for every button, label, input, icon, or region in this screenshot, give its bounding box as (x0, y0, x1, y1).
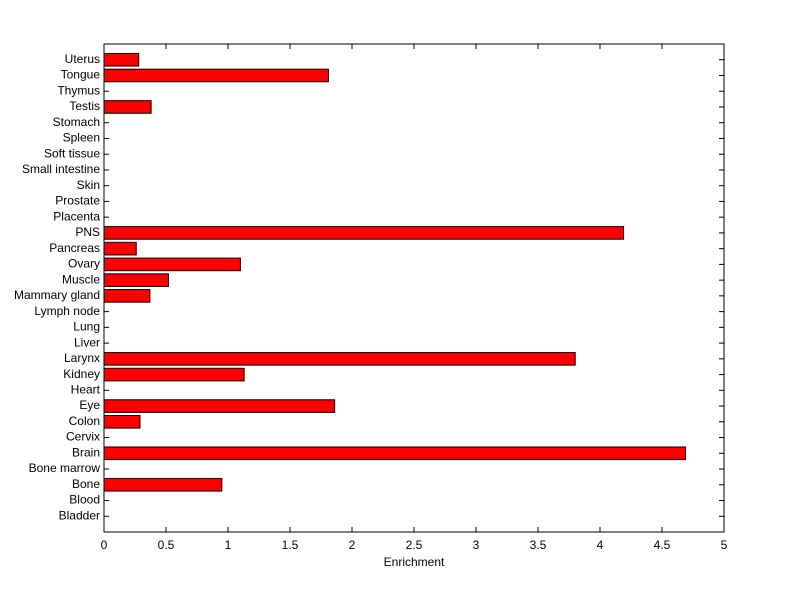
x-tick-label: 3.5 (530, 538, 547, 552)
y-tick-label: Kidney (63, 367, 100, 381)
x-tick-label: 4.5 (654, 538, 671, 552)
bar (103, 367, 245, 382)
y-tick-label: Small intestine (22, 162, 100, 176)
x-tick-label: 2.5 (406, 538, 423, 552)
bar (103, 52, 140, 67)
y-tick-label: Skin (77, 178, 100, 192)
y-tick-label: Soft tissue (44, 146, 100, 160)
y-tick-label: Cervix (66, 430, 100, 444)
y-tick-label: Spleen (63, 131, 100, 145)
x-tick-label: 4 (597, 538, 604, 552)
y-tick-label: Liver (74, 335, 100, 349)
bar (103, 273, 169, 287)
y-tick-label: Stomach (53, 115, 100, 129)
bar (103, 289, 151, 303)
bar (103, 257, 241, 272)
y-tick-label: Blood (69, 493, 100, 507)
y-tick-label: Testis (69, 99, 100, 113)
bar (103, 100, 152, 114)
y-tick-label: Heart (71, 382, 101, 396)
y-tick-label: Larynx (64, 351, 100, 365)
y-tick-label: Pancreas (49, 241, 100, 255)
bar (103, 415, 141, 429)
x-axis-label: Enrichment (384, 555, 445, 569)
x-tick-label: 2 (349, 538, 356, 552)
y-tick-label: Lymph node (34, 304, 100, 318)
y-tick-label: Lung (73, 320, 100, 334)
x-tick-label: 1.5 (282, 538, 299, 552)
x-tick-label: 1 (225, 538, 232, 552)
y-tick-label: Mammary gland (14, 288, 100, 302)
y-tick-label: Prostate (55, 194, 100, 208)
y-tick-label: Bone (72, 477, 100, 491)
x-tick-label: 0 (101, 538, 108, 552)
y-tick-label: Bone marrow (29, 461, 101, 475)
y-tick-label: Uterus (65, 52, 100, 66)
bar (103, 68, 329, 83)
y-tick-label: Muscle (62, 272, 100, 286)
y-tick-label: Placenta (53, 209, 100, 223)
x-tick-label: 3 (473, 538, 480, 552)
bar (103, 241, 137, 256)
y-tick-label: Tongue (61, 68, 101, 82)
x-tick-label: 5 (721, 538, 728, 552)
bar (103, 446, 687, 461)
y-tick-label: Eye (79, 398, 100, 412)
y-tick-label: Ovary (68, 257, 100, 271)
bar (103, 226, 625, 240)
y-tick-label: Brain (72, 445, 100, 459)
x-tick-label: 0.5 (158, 538, 175, 552)
bar (103, 477, 223, 492)
y-tick-label: Thymus (57, 83, 100, 97)
y-tick-label: Bladder (59, 508, 100, 522)
bar (103, 352, 576, 366)
y-tick-label: PNS (75, 225, 100, 239)
y-tick-label: Colon (69, 414, 100, 428)
bar (103, 399, 336, 413)
